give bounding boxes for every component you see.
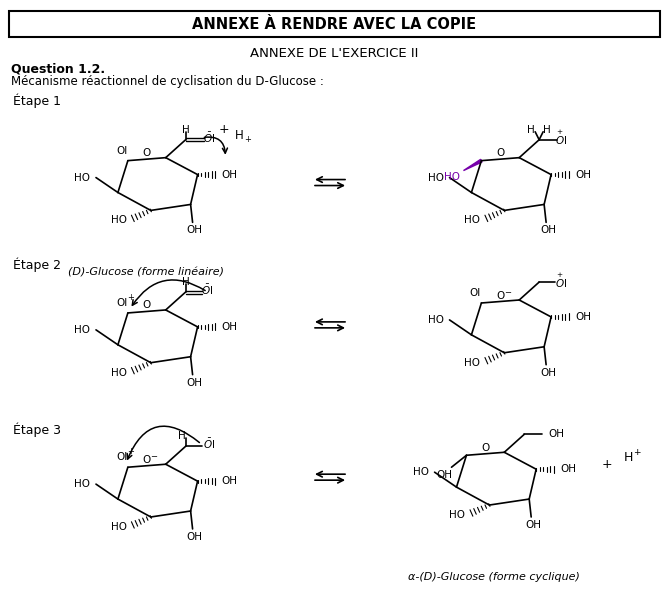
Text: OH: OH	[560, 464, 576, 474]
Text: HO: HO	[427, 315, 444, 325]
Text: HO: HO	[111, 368, 127, 377]
Text: +: +	[218, 123, 229, 137]
Text: OI: OI	[470, 288, 481, 298]
Text: Étape 2: Étape 2	[13, 258, 62, 273]
FancyArrowPatch shape	[204, 137, 227, 153]
Text: HO: HO	[464, 216, 480, 225]
Text: OI: OI	[116, 298, 128, 308]
Text: HO: HO	[74, 479, 90, 489]
Text: −: −	[151, 452, 157, 461]
Text: $\bar{O}$I: $\bar{O}$I	[203, 131, 215, 145]
Text: O: O	[142, 301, 151, 310]
Text: OH: OH	[187, 377, 203, 388]
Text: OH: OH	[540, 225, 556, 235]
Text: HO: HO	[444, 171, 460, 181]
Text: H: H	[178, 431, 185, 441]
Text: (D)-Glucose (forme linéaire): (D)-Glucose (forme linéaire)	[68, 267, 224, 277]
Text: H: H	[235, 129, 244, 143]
Text: OH: OH	[525, 520, 541, 530]
Text: $\bar{O}$I: $\bar{O}$I	[201, 283, 213, 297]
Text: H: H	[527, 125, 535, 135]
Text: O: O	[496, 291, 504, 301]
Text: −: −	[504, 288, 510, 297]
Text: Mécanisme réactionnel de cyclisation du D-Glucose :: Mécanisme réactionnel de cyclisation du …	[11, 74, 324, 87]
Text: +: +	[127, 447, 134, 456]
Text: OH: OH	[187, 225, 203, 235]
Text: H: H	[543, 125, 551, 135]
Text: OH: OH	[548, 429, 564, 440]
Text: H: H	[182, 277, 189, 287]
Text: OH: OH	[540, 368, 556, 377]
Text: OH: OH	[187, 532, 203, 542]
Text: O: O	[142, 455, 151, 465]
Text: OH: OH	[575, 170, 591, 180]
Text: OH: OH	[575, 312, 591, 322]
Text: Étape 1: Étape 1	[13, 93, 62, 108]
Text: HO: HO	[74, 325, 90, 335]
Text: ANNEXE À RENDRE AVEC LA COPIE: ANNEXE À RENDRE AVEC LA COPIE	[192, 17, 476, 32]
Text: HO: HO	[464, 358, 480, 368]
Text: HO: HO	[111, 522, 127, 532]
Text: ANNEXE DE L'EXERCICE II: ANNEXE DE L'EXERCICE II	[250, 47, 418, 60]
Text: OI: OI	[116, 146, 128, 156]
Text: +: +	[601, 458, 612, 471]
Text: OI: OI	[116, 452, 128, 462]
Text: $\overset{+}{O}$I: $\overset{+}{O}$I	[555, 128, 567, 147]
Text: OH: OH	[221, 322, 237, 332]
Text: +: +	[633, 448, 640, 457]
Text: α-(D)-Glucose (forme cyclique): α-(D)-Glucose (forme cyclique)	[408, 571, 580, 582]
FancyArrowPatch shape	[132, 280, 205, 305]
Text: HO: HO	[413, 467, 429, 477]
Text: $\bar{O}$I: $\bar{O}$I	[203, 437, 215, 452]
Text: Question 1.2.: Question 1.2.	[11, 62, 106, 75]
Text: Étape 3: Étape 3	[13, 422, 62, 437]
Text: O: O	[481, 443, 490, 453]
Text: OH: OH	[221, 476, 237, 486]
Text: HO: HO	[427, 173, 444, 183]
Text: H: H	[624, 451, 634, 464]
Text: $\overset{+}{O}$I: $\overset{+}{O}$I	[555, 271, 567, 289]
Text: OH: OH	[437, 470, 452, 480]
Text: +: +	[244, 135, 251, 144]
Text: +: +	[127, 292, 134, 301]
Text: HO: HO	[111, 216, 127, 225]
Bar	[9, 11, 660, 37]
Polygon shape	[464, 159, 482, 171]
Text: HO: HO	[450, 510, 466, 520]
Text: O: O	[496, 148, 504, 158]
Text: H: H	[182, 125, 189, 135]
Text: OH: OH	[221, 170, 237, 180]
FancyArrowPatch shape	[127, 426, 199, 459]
Text: HO: HO	[74, 173, 90, 183]
Text: O: O	[142, 148, 151, 158]
